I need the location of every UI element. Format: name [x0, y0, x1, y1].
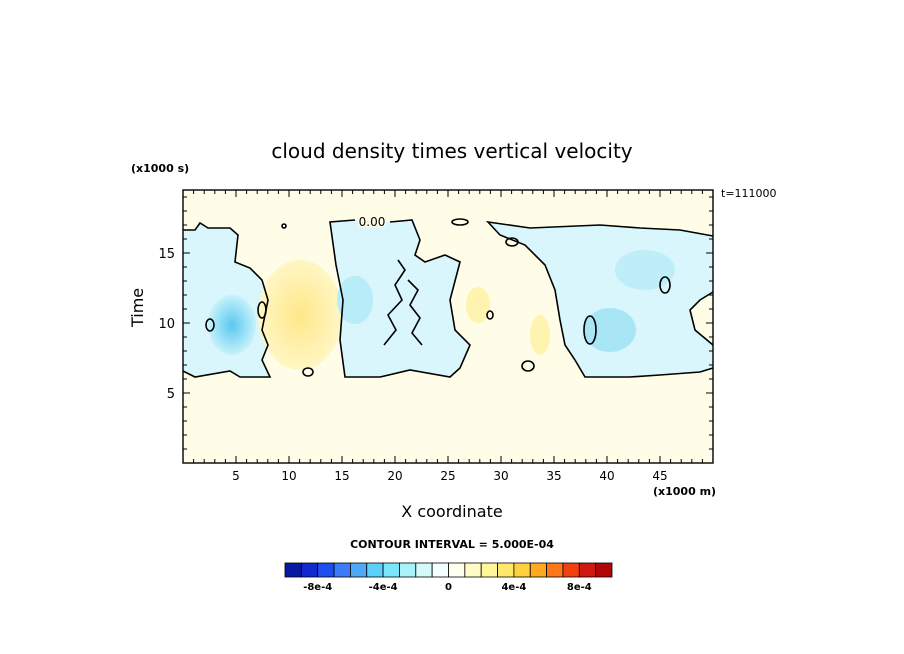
- colorbar-swatch: [317, 562, 335, 578]
- colorbar-swatch: [300, 562, 319, 578]
- negative-blob-middle: [337, 276, 373, 324]
- y-tick-label: 15: [158, 247, 175, 262]
- positive-blob-small: [530, 315, 550, 355]
- x-tick-label: 5: [232, 469, 240, 483]
- colorbar-tick-label: -4e-4: [369, 582, 398, 593]
- colorbar-swatch: [399, 562, 417, 578]
- colorbar-swatch: [333, 562, 351, 578]
- x-tick-label: 10: [281, 469, 296, 483]
- x-tick-label: 25: [440, 469, 455, 483]
- x-tick-label: 30: [493, 469, 508, 483]
- colorbar-swatch: [497, 562, 515, 578]
- contour-label: 0.00: [359, 215, 386, 229]
- chart-title: cloud density times vertical velocity: [271, 139, 633, 163]
- colorbar-swatch: [366, 562, 384, 578]
- colorbar-swatch: [562, 562, 580, 578]
- contour-interval-label: CONTOUR INTERVAL = 5.000E-04: [350, 538, 554, 551]
- colorbar-tick-label: 0: [445, 582, 452, 593]
- colorbar-swatch: [480, 562, 498, 578]
- colorbar-swatch: [513, 562, 531, 578]
- colorbar-swatch: [546, 562, 564, 578]
- colorbar-swatch: [415, 562, 433, 578]
- x-tick-label: 15: [334, 469, 349, 483]
- colorbar-tick-label: 8e-4: [567, 582, 592, 593]
- positive-blob-main: [258, 260, 342, 370]
- negative-blob-right: [584, 308, 636, 352]
- x-tick-label: 45: [652, 469, 667, 483]
- x-axis-label: X coordinate: [401, 502, 503, 521]
- zero-contours: [182, 218, 714, 378]
- colorbar-swatch: [448, 562, 466, 578]
- x-tick-label: 35: [546, 469, 561, 483]
- x-tick-label: 20: [387, 469, 402, 483]
- colorbar-tick-label: 4e-4: [501, 582, 526, 593]
- time-label: t=111000: [721, 187, 777, 200]
- colorbar-swatch: [595, 562, 613, 578]
- colorbar-tick-label: -8e-4: [303, 582, 332, 593]
- negative-blob-left: [208, 295, 256, 355]
- colorbar-swatch: [578, 562, 597, 578]
- colorbar-swatch: [284, 562, 302, 578]
- colorbar-swatch: [431, 562, 449, 578]
- positive-blob-small: [466, 287, 490, 323]
- y-tick-label: 10: [158, 317, 175, 332]
- y-axis-units: (x1000 s): [131, 162, 190, 175]
- x-ticks: 5 10 15 20 25 30 35 40 45: [193, 190, 703, 483]
- colorbar-swatch: [382, 562, 400, 578]
- x-tick-label: 40: [599, 469, 614, 483]
- colorbar-swatch: [529, 562, 548, 578]
- colorbar: -8e-4 -4e-4 0 4e-4 8e-4: [284, 562, 613, 593]
- x-axis-units: (x1000 m): [653, 485, 717, 498]
- colorbar-swatch: [464, 562, 482, 578]
- y-tick-label: 5: [167, 387, 175, 402]
- y-ticks: 5 10 15: [158, 196, 713, 450]
- colorbar-swatch: [349, 562, 368, 578]
- negative-blob-right: [615, 250, 675, 290]
